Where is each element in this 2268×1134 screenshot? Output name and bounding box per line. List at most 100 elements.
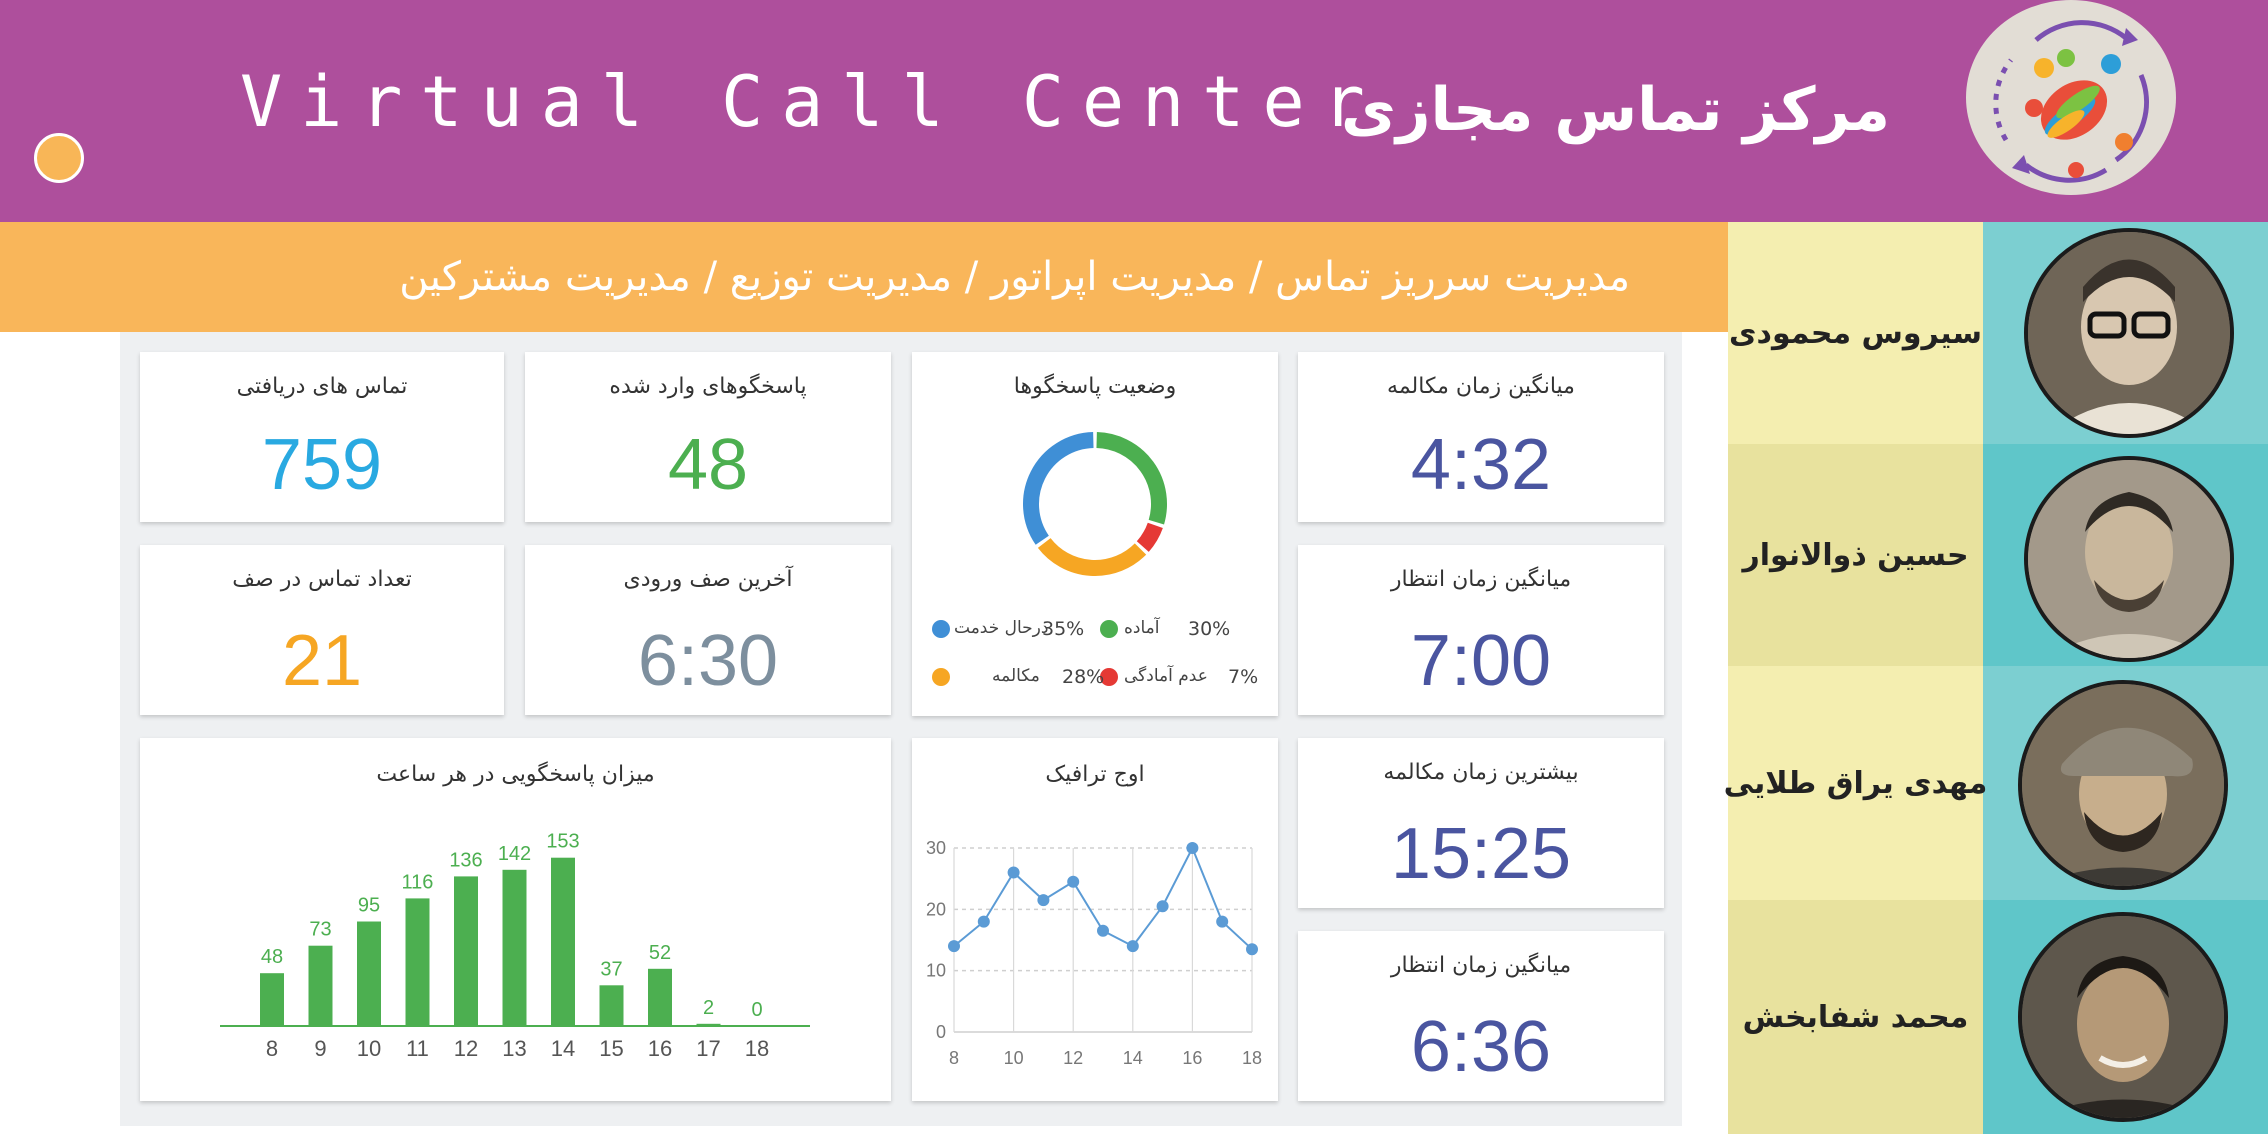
bar xyxy=(599,985,624,1026)
x-tick-label: 14 xyxy=(551,1036,575,1061)
x-tick-label: 10 xyxy=(357,1036,381,1061)
data-point xyxy=(1126,940,1139,953)
bar-value-label: 73 xyxy=(309,919,331,941)
donut-slice xyxy=(1023,432,1094,545)
peak-traffic-line-chart: 0 10 20 30 8 10 12 14 16 18 xyxy=(926,838,1262,1068)
y-tick-label: 20 xyxy=(926,899,946,919)
card-value: 7:00 xyxy=(1410,621,1552,701)
donut-slice xyxy=(1096,432,1167,525)
avatar[interactable] xyxy=(2018,680,2228,890)
legend-dot xyxy=(932,620,950,638)
legend-label: مکالمه xyxy=(992,666,1040,686)
data-point xyxy=(1246,943,1258,956)
last-queue-entry-card: آخرین صف ورودی 6:30 xyxy=(525,545,891,715)
card-value: 4:32 xyxy=(1410,425,1552,505)
legend-label: آماده xyxy=(1124,618,1160,638)
data-point xyxy=(948,940,960,953)
card-value: 15:25 xyxy=(1390,814,1572,894)
data-point xyxy=(1007,866,1020,879)
chart-title: میزان پاسخگویی در هر ساعت xyxy=(376,762,655,787)
bar xyxy=(551,857,575,1026)
header-bar xyxy=(0,0,2268,222)
x-tick-label: 9 xyxy=(314,1036,326,1061)
call-center-logo-icon xyxy=(1966,0,2176,195)
queue-calls-card: تعداد تماس در صف 21 xyxy=(140,545,504,715)
agent-status-donut xyxy=(1023,432,1167,576)
bar xyxy=(648,968,672,1026)
bar-value-label: 2 xyxy=(703,997,714,1019)
agent-status-card: وضعیت پاسخگوها آماده 30% درحال خدمت 35% عدم … xyxy=(912,352,1278,716)
bar-value-label: 136 xyxy=(449,849,482,871)
legend-percent: 35% xyxy=(1042,618,1085,640)
avatar[interactable] xyxy=(2018,912,2228,1122)
bar xyxy=(260,973,284,1026)
bar-value-label: 153 xyxy=(546,831,579,853)
x-tick-label: 14 xyxy=(1123,1048,1143,1068)
legend-percent: 28% xyxy=(1062,666,1105,688)
card-value: 6:30 xyxy=(637,621,779,701)
x-tick-label: 15 xyxy=(599,1036,623,1061)
bar xyxy=(405,898,430,1026)
card-value: 6:36 xyxy=(1410,1007,1552,1087)
bar-value-label: 0 xyxy=(751,999,762,1021)
x-tick-label: 13 xyxy=(502,1036,526,1061)
donut-slice xyxy=(1136,522,1163,552)
x-tick-label: 17 xyxy=(696,1036,720,1061)
card-title: بیشترین زمان مکالمه xyxy=(1383,760,1579,785)
x-tick-label: 12 xyxy=(1063,1048,1083,1068)
max-talk-time-card: بیشترین زمان مکالمه 15:25 xyxy=(1298,738,1664,908)
nav-bar xyxy=(0,222,1728,332)
x-tick-label: 11 xyxy=(406,1036,429,1061)
x-tick-label: 10 xyxy=(1004,1048,1024,1068)
bar xyxy=(696,1023,721,1026)
x-tick-label: 16 xyxy=(648,1036,672,1061)
x-tick-label: 8 xyxy=(266,1036,278,1061)
data-point xyxy=(1097,924,1109,937)
bar xyxy=(502,869,527,1026)
card-value: 48 xyxy=(667,425,749,505)
avg-wait-time-card: میانگین زمان انتظار 7:00 xyxy=(1298,545,1664,715)
header-dot-icon xyxy=(34,133,84,183)
agent-name-2[interactable]: مهدی یراق طلایی xyxy=(1724,666,1987,900)
legend-dot xyxy=(932,668,950,686)
x-tick-label: 12 xyxy=(454,1036,478,1061)
x-tick-label: 18 xyxy=(745,1036,769,1061)
app-title-persian: مرکز تماس مجازی xyxy=(1341,75,1890,145)
y-tick-label: 0 xyxy=(936,1022,946,1042)
bar-value-label: 52 xyxy=(649,942,671,964)
agent-name-0[interactable]: سیروس محمودی xyxy=(1728,222,1983,444)
card-title: میانگین زمان مکالمه xyxy=(1387,374,1575,399)
x-tick-label: 18 xyxy=(1242,1048,1262,1068)
legend-percent: 30% xyxy=(1188,618,1231,640)
card-title: میانگین زمان انتظار xyxy=(1390,953,1572,978)
avatar[interactable] xyxy=(2024,228,2234,438)
data-point xyxy=(1037,894,1050,907)
received-calls-card: تماس های دریافتی 759 xyxy=(140,352,504,522)
peak-traffic-card: اوج ترافیک 0 10 20 30 8 10 12 14 16 18 xyxy=(912,738,1278,1101)
avatar[interactable] xyxy=(2024,456,2234,662)
x-tick-label: 8 xyxy=(949,1048,959,1068)
agent-name-1[interactable]: حسین ذوالانوار xyxy=(1728,444,1983,666)
y-tick-label: 10 xyxy=(926,961,946,981)
nav-links[interactable]: مدیریت سرریز تماس / مدیریت اپراتور / مدی… xyxy=(399,254,1630,300)
bar-value-label: 142 xyxy=(498,843,531,865)
avg-wait-time-2-card: میانگین زمان انتظار 6:36 xyxy=(1298,931,1664,1101)
app-title-english: Virtual Call Center xyxy=(240,61,1383,143)
agent-name-3[interactable]: محمد شفابخش xyxy=(1728,900,1983,1134)
legend-label: درحال خدمت xyxy=(954,618,1049,638)
bar-value-label: 48 xyxy=(261,946,283,968)
card-title: وضعیت پاسخگوها xyxy=(1013,374,1177,399)
legend-dot xyxy=(1100,668,1118,686)
logged-in-agents-card: پاسخگوهای وارد شده 48 xyxy=(525,352,891,522)
chart-title: اوج ترافیک xyxy=(1045,762,1145,787)
donut-slice xyxy=(1037,537,1147,576)
data-point xyxy=(977,915,990,928)
data-point xyxy=(1186,842,1199,854)
hourly-answers-card: میزان پاسخگویی در هر ساعت 48 8 73 9 95 10 116 1… xyxy=(140,738,891,1101)
card-title: میانگین زمان انتظار xyxy=(1390,567,1572,592)
data-point xyxy=(1216,915,1229,928)
bar-value-label: 37 xyxy=(600,958,622,980)
card-title: پاسخگوهای وارد شده xyxy=(609,374,807,399)
card-title: تماس های دریافتی xyxy=(236,374,408,399)
legend-percent: 7% xyxy=(1228,666,1259,688)
